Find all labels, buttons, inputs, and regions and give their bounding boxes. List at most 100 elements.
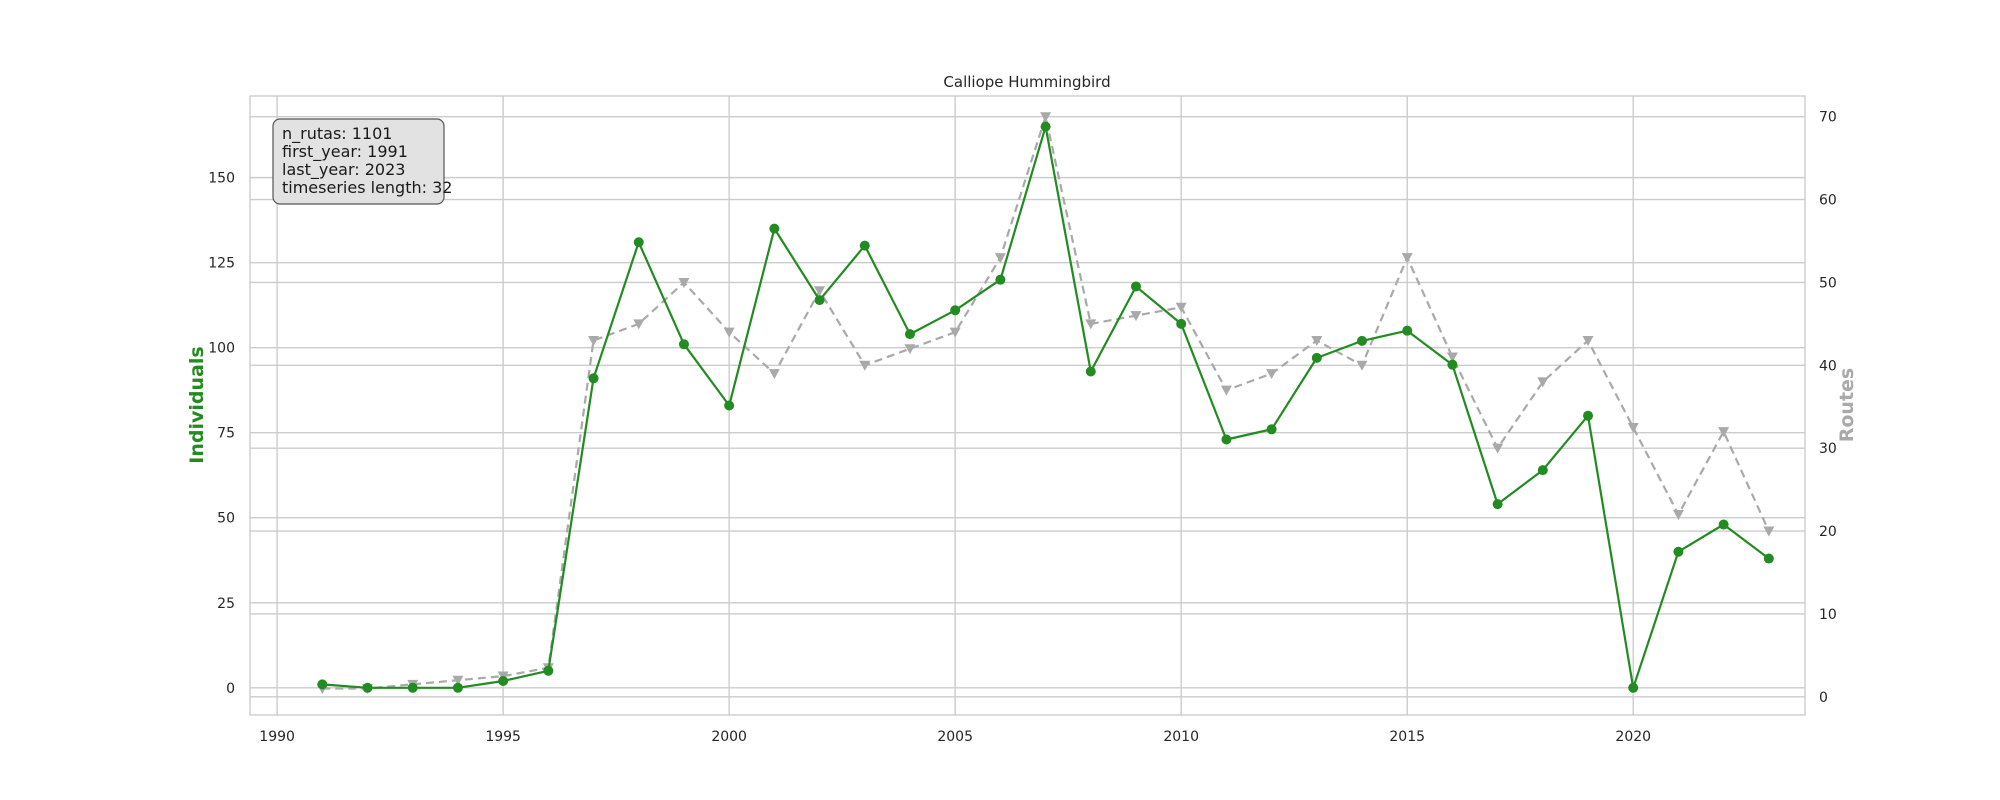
data-point	[1221, 434, 1232, 445]
info-line: first_year: 1991	[282, 142, 408, 162]
x-tick-label: 2000	[711, 729, 747, 745]
data-point	[724, 400, 735, 411]
info-line: last_year: 2023	[282, 160, 405, 180]
y-tick-label-right: 50	[1819, 275, 1837, 291]
info-line: timeseries length: 32	[282, 178, 452, 197]
data-point	[1492, 499, 1503, 510]
data-point	[1085, 319, 1097, 330]
data-point	[859, 240, 870, 251]
data-point	[994, 253, 1006, 264]
data-point	[949, 327, 961, 338]
data-point	[1718, 519, 1729, 530]
data-point	[588, 373, 599, 384]
data-point	[1130, 281, 1141, 292]
series-routes	[316, 112, 1775, 694]
data-point	[1040, 112, 1052, 123]
data-point	[1357, 335, 1368, 346]
chart-title: Calliope Hummingbird	[943, 73, 1110, 91]
data-point	[1266, 369, 1278, 380]
data-point	[1040, 121, 1051, 132]
data-point	[859, 360, 871, 371]
info-box-frame	[272, 118, 445, 205]
series-individuals	[317, 121, 1774, 693]
data-point	[1627, 422, 1639, 433]
y-tick-label-right: 40	[1819, 358, 1837, 374]
data-point	[904, 344, 916, 355]
data-point	[814, 286, 826, 297]
y-tick-label-left: 75	[217, 426, 235, 442]
data-point	[498, 675, 509, 686]
info-box: n_rutas: 1101 first_year: 1991 last_year…	[272, 118, 452, 205]
y-axis-right-label: Routes	[1836, 368, 1858, 443]
data-point	[1085, 366, 1096, 377]
data-point	[678, 277, 690, 288]
data-point	[1446, 352, 1458, 363]
data-point	[1220, 385, 1232, 396]
x-tick-label: 2015	[1389, 729, 1425, 745]
data-point	[1402, 325, 1413, 336]
info-line: n_rutas: 1101	[282, 124, 392, 144]
y-tick-label-left: 100	[208, 341, 235, 357]
x-axis-ticks: 1990 1995 2000 2005 2010 2015 2020	[259, 729, 1651, 745]
data-point	[452, 682, 463, 693]
y-tick-label-left: 0	[226, 681, 235, 697]
x-tick-label: 2010	[1163, 729, 1199, 745]
data-point	[1537, 377, 1549, 388]
data-point	[950, 305, 961, 316]
data-point	[814, 295, 825, 306]
data-point	[1673, 546, 1684, 557]
y-tick-label-left: 25	[217, 596, 235, 612]
data-point	[1401, 253, 1413, 264]
y-tick-label-left: 125	[208, 256, 235, 272]
x-tick-label: 1990	[259, 729, 295, 745]
y-tick-label-right: 20	[1819, 524, 1837, 540]
x-tick-label: 2020	[1615, 729, 1651, 745]
data-point	[1672, 509, 1684, 520]
data-point	[678, 339, 689, 350]
y-tick-label-left: 50	[217, 511, 235, 527]
y-axis-right-ticks: 0 10 20 30 40 50 60 70	[1819, 110, 1837, 706]
data-point	[904, 329, 915, 340]
series-layer	[316, 112, 1775, 694]
y-axis-left-label: Individuals	[186, 346, 208, 463]
y-tick-label-right: 70	[1819, 110, 1837, 126]
data-point	[1583, 410, 1594, 421]
data-point	[1447, 359, 1458, 370]
data-point	[1492, 443, 1504, 454]
y-axis-left-ticks: 0 25 50 75 100 125 150	[208, 171, 235, 697]
x-tick-label: 2005	[937, 729, 973, 745]
y-tick-label-right: 30	[1819, 441, 1837, 457]
data-point	[1628, 682, 1639, 693]
data-point	[362, 682, 373, 693]
data-point	[768, 369, 780, 380]
data-point	[633, 319, 645, 330]
y-tick-label-right: 10	[1819, 607, 1837, 623]
data-point	[723, 327, 735, 338]
data-point	[1130, 311, 1142, 322]
y-tick-label-right: 60	[1819, 193, 1837, 209]
data-point	[1356, 360, 1368, 371]
data-point	[1718, 427, 1730, 438]
data-point	[407, 682, 418, 693]
data-point	[769, 223, 780, 234]
data-point	[1763, 553, 1774, 564]
plot-frame	[249, 95, 1806, 716]
x-tick-label: 1995	[485, 729, 521, 745]
data-point	[1266, 424, 1277, 435]
y-tick-label-right: 0	[1819, 690, 1828, 706]
data-point	[1175, 302, 1187, 313]
data-point	[452, 675, 464, 686]
data-point	[1763, 526, 1775, 537]
y-tick-label-left: 150	[208, 171, 235, 187]
data-point	[1537, 465, 1548, 476]
data-point	[1311, 335, 1323, 346]
data-point	[588, 335, 600, 346]
data-point	[1582, 335, 1594, 346]
grid	[250, 96, 1805, 715]
data-point	[633, 237, 644, 248]
data-point	[995, 274, 1006, 285]
data-point	[1176, 318, 1187, 329]
data-point	[543, 665, 554, 676]
data-point	[1311, 352, 1322, 363]
